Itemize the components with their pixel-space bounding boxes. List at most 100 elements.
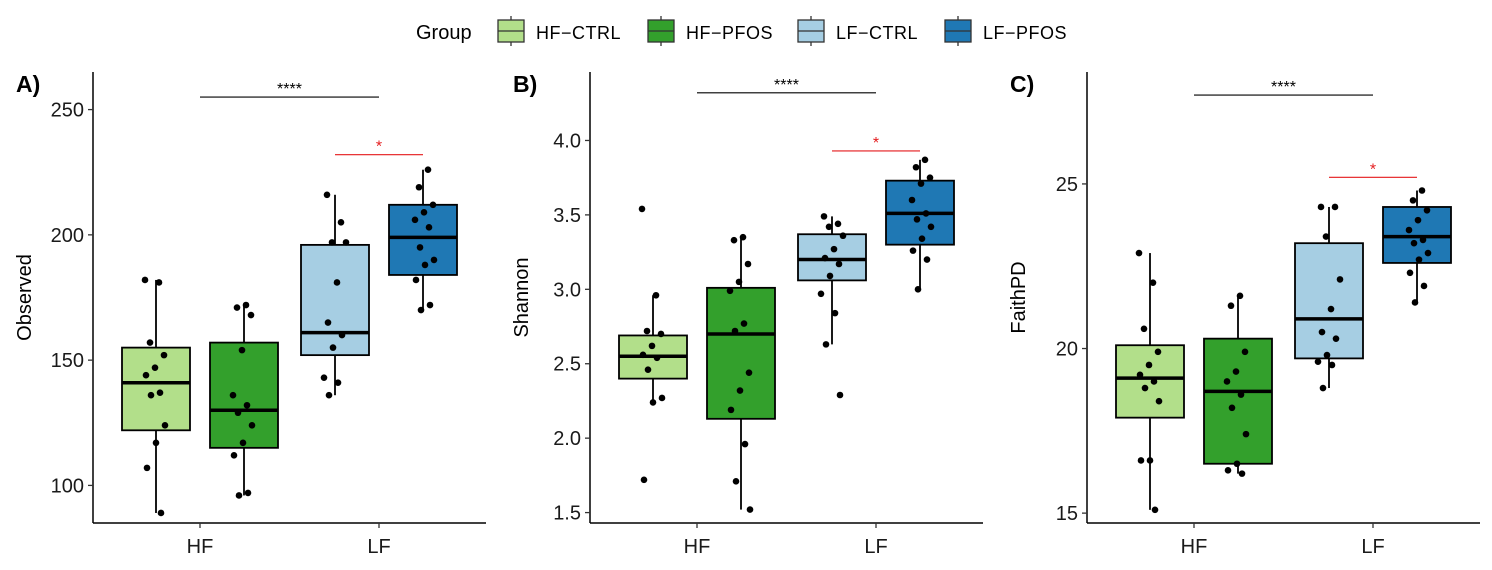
legend-items: HF−CTRL HF−PFOS LF−CTRL LF−PFOS: [497, 16, 1067, 46]
significance-label: *: [1370, 161, 1376, 178]
data-point: [1423, 206, 1431, 214]
data-point: [648, 342, 656, 350]
data-point: [1318, 328, 1326, 336]
panel-label: C): [1010, 71, 1034, 97]
data-point: [1224, 467, 1232, 474]
legend-label-hf-ctrl: HF−CTRL: [536, 23, 621, 43]
y-tick-label: 15: [1056, 503, 1078, 525]
box-hf-ctrl: [1115, 249, 1185, 514]
data-point: [640, 476, 648, 484]
y-tick-label: 2.0: [553, 428, 581, 450]
data-point: [146, 339, 154, 346]
y-axis-label: FaithPD: [1008, 261, 1030, 333]
significance-lf-ctrl-vs-pfos: *: [1329, 161, 1417, 178]
y-tick-label: 3.0: [553, 279, 581, 301]
data-point: [649, 399, 657, 406]
data-point: [1314, 358, 1322, 365]
data-point: [1137, 457, 1145, 464]
legend-item-hf-pfos: HF−PFOS: [647, 16, 773, 46]
data-point: [736, 387, 744, 394]
data-point: [638, 205, 646, 213]
legend-item-lf-ctrl: LF−CTRL: [797, 16, 918, 46]
data-point: [151, 364, 159, 371]
data-point: [234, 409, 242, 417]
data-point: [337, 219, 345, 226]
data-point: [746, 506, 754, 513]
x-tick-label-hf: HF: [684, 536, 711, 558]
data-point: [244, 489, 252, 497]
data-point: [1405, 226, 1413, 234]
data-point: [1136, 371, 1144, 379]
legend-item-lf-pfos: LF−PFOS: [944, 16, 1067, 46]
data-point: [922, 210, 930, 217]
data-point: [1411, 299, 1419, 306]
data-point: [338, 331, 346, 339]
data-point: [426, 301, 434, 309]
data-point: [1232, 368, 1240, 375]
data-point: [411, 216, 419, 224]
significance-lf-ctrl-vs-pfos: *: [335, 139, 423, 156]
data-point: [1415, 256, 1423, 263]
data-point: [909, 247, 917, 254]
data-point: [918, 235, 926, 243]
box-lf-ctrl: [797, 213, 867, 399]
data-point: [325, 391, 333, 399]
data-point: [417, 306, 425, 314]
data-point: [420, 209, 428, 216]
data-point: [826, 272, 834, 280]
significance-label: *: [376, 139, 382, 156]
data-point: [653, 354, 661, 362]
data-point: [147, 391, 155, 399]
iqr-box: [1203, 337, 1273, 465]
y-tick-label: 1.5: [553, 503, 581, 525]
data-point: [657, 330, 665, 338]
x-tick-label-hf: HF: [1181, 536, 1208, 558]
data-point: [320, 374, 328, 381]
panel-label: B): [513, 71, 537, 97]
data-point: [156, 389, 164, 397]
data-point: [1336, 276, 1344, 283]
y-axis-label: Shannon: [511, 257, 533, 337]
data-point: [817, 290, 825, 298]
data-point: [739, 233, 747, 241]
data-point: [1414, 216, 1422, 224]
y-tick-label: 25: [1056, 174, 1078, 196]
data-point: [730, 236, 738, 244]
data-point: [1317, 203, 1325, 211]
data-point: [1150, 378, 1158, 385]
data-point: [1327, 305, 1335, 313]
data-point: [745, 369, 753, 376]
significance-hf-vs-lf: ****: [697, 77, 876, 94]
data-point: [1419, 236, 1427, 244]
data-point: [821, 254, 829, 262]
data-point: [927, 223, 935, 231]
legend-label-lf-pfos: LF−PFOS: [983, 23, 1067, 43]
data-point: [334, 379, 342, 386]
data-point: [412, 276, 420, 284]
data-point: [1145, 361, 1153, 369]
y-tick-label: 150: [51, 350, 84, 372]
data-point: [1323, 351, 1331, 359]
data-point: [141, 276, 149, 284]
data-point: [921, 156, 929, 164]
data-point: [142, 371, 150, 379]
data-point: [430, 256, 438, 264]
significance-label: ****: [1271, 79, 1296, 96]
data-point: [1332, 335, 1340, 342]
data-point: [429, 201, 437, 209]
iqr-box: [1115, 344, 1185, 419]
data-point: [239, 439, 247, 447]
box-hf-pfos: [1203, 292, 1273, 477]
significance-label: *: [873, 135, 879, 152]
data-point: [652, 291, 660, 299]
x-tick-label-lf: LF: [367, 536, 390, 558]
data-point: [923, 256, 931, 263]
panel-observed: 100 150 200 250 HF LF Observed A) **** *: [0, 60, 497, 570]
y-tick-label: 3.5: [553, 205, 581, 227]
iqr-box: [797, 233, 867, 282]
data-point: [1241, 348, 1249, 356]
box-hf-ctrl: [121, 276, 191, 517]
data-point: [323, 191, 331, 199]
data-point: [1237, 391, 1245, 398]
data-point: [161, 421, 169, 429]
